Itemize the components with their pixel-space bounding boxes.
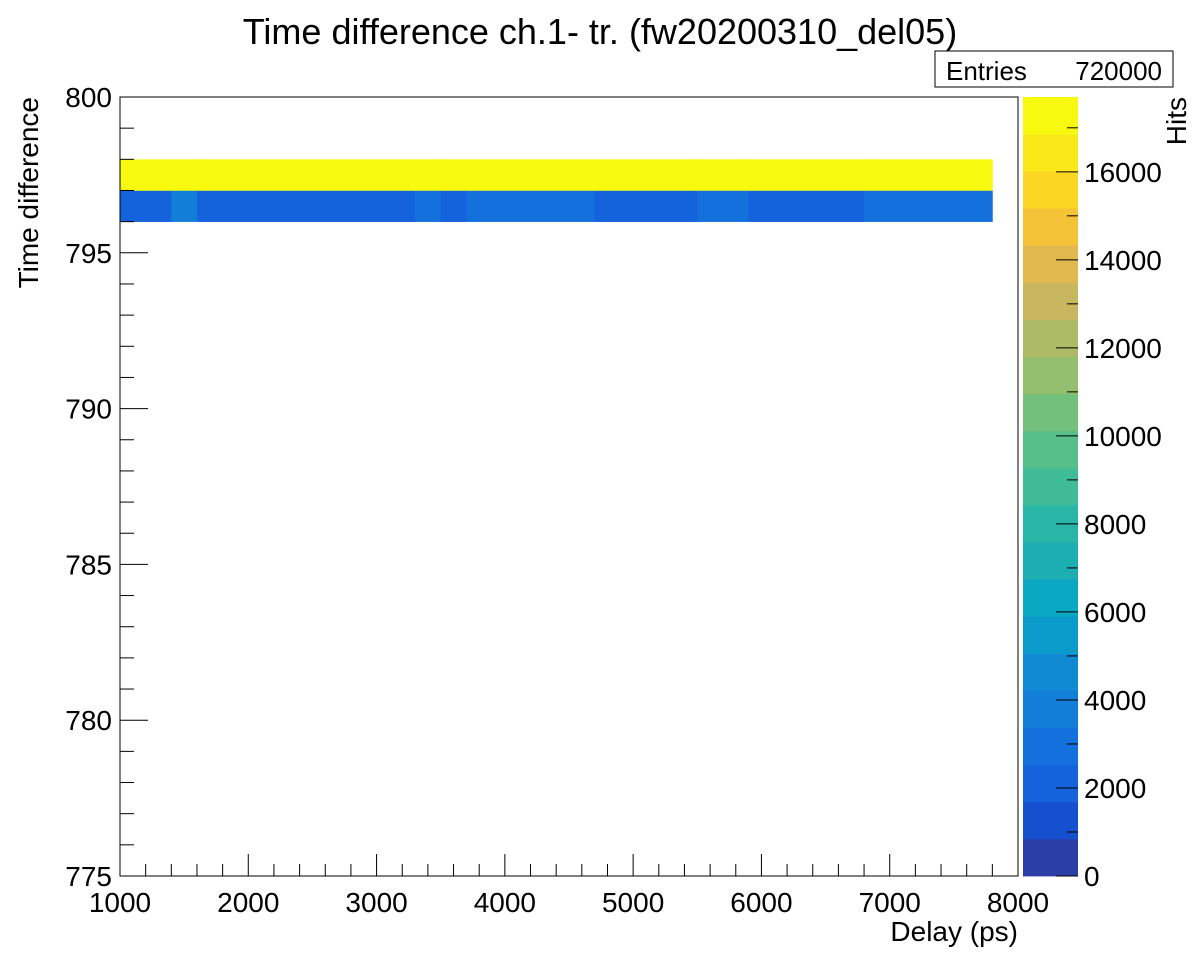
stats-entries-value: 720000 (1075, 56, 1162, 86)
heatmap-cell (748, 159, 865, 191)
palette-swatch (1023, 764, 1078, 803)
x-tick-label: 4000 (474, 887, 536, 918)
palette-swatch (1023, 542, 1078, 580)
palette-swatch (1023, 208, 1078, 246)
x-tick-label: 5000 (602, 887, 664, 918)
palette-swatch (1023, 282, 1078, 320)
palette-swatch (1023, 393, 1078, 432)
x-tick-label: 6000 (730, 887, 792, 918)
plot-frame (119, 96, 1019, 877)
palette-swatch (1023, 579, 1078, 617)
y-tick-label: 785 (65, 549, 112, 580)
palette-swatch (1023, 801, 1078, 840)
x-axis-label: Delay (ps) (890, 916, 1018, 947)
heatmap-cell (196, 159, 416, 191)
z-tick-label: 8000 (1084, 509, 1146, 540)
y-tick-label: 775 (65, 861, 112, 892)
heatmap-cell (697, 159, 749, 191)
z-tick-label: 0 (1084, 861, 1100, 892)
y-axis-label: Time difference (13, 97, 44, 288)
heatmap-cell (415, 190, 442, 222)
y-tick-label: 790 (65, 394, 112, 425)
y-tick-label: 780 (65, 705, 112, 736)
z-tick-label: 4000 (1084, 685, 1146, 716)
z-tick-label: 2000 (1084, 773, 1146, 804)
heatmap-cell (594, 159, 698, 191)
z-tick-label: 6000 (1084, 597, 1146, 628)
heatmap-cells (120, 159, 993, 222)
palette-swatch (1023, 245, 1078, 283)
z-axis: 0 2000 4000 6000 8000 10000 12000 14000 16000 (1056, 127, 1162, 892)
palette-swatch (1023, 690, 1078, 729)
palette-swatch (1023, 838, 1078, 877)
z-tick-label: 16000 (1084, 157, 1162, 188)
palette-swatch (1023, 134, 1078, 172)
palette-swatch (1023, 467, 1078, 506)
heatmap-cell (466, 190, 596, 222)
palette-swatch (1023, 727, 1078, 766)
heatmap-cell (120, 190, 172, 222)
x-tick-label: 3000 (345, 887, 407, 918)
x-tick-label: 8000 (987, 887, 1049, 918)
palette-swatch (1023, 319, 1078, 358)
heatmap-cell (120, 159, 172, 191)
x-tick-label: 7000 (859, 887, 921, 918)
color-palette (1023, 97, 1078, 877)
heatmap-cell (171, 190, 198, 222)
heatmap-cell (415, 159, 442, 191)
x-axis: 1000 2000 3000 4000 5000 6000 7000 8000 (89, 854, 1049, 918)
palette-swatch (1023, 356, 1078, 395)
heatmap-cell (697, 190, 749, 222)
z-tick-label: 10000 (1084, 421, 1162, 452)
heatmap-cell (171, 159, 198, 191)
palette-swatch (1023, 653, 1078, 691)
x-tick-label: 1000 (89, 887, 151, 918)
palette-swatch (1023, 430, 1078, 469)
heatmap-cell (440, 190, 467, 222)
stats-box (934, 50, 1174, 88)
palette-swatch (1023, 171, 1078, 209)
heatmap-cell (440, 159, 467, 191)
heatmap-cell (748, 190, 865, 222)
y-axis: 775 780 785 790 795 800 (65, 82, 148, 892)
palette-swatch (1023, 616, 1078, 654)
z-tick-label: 12000 (1084, 333, 1162, 364)
stats-entries-label: Entries (946, 56, 1027, 86)
heatmap-cell (864, 190, 993, 222)
heatmap-cell (466, 159, 596, 191)
chart-title: Time difference ch.1- tr. (fw20200310_de… (243, 11, 957, 52)
heatmap-cell (196, 190, 416, 222)
palette-swatch (1023, 97, 1078, 135)
y-tick-label: 795 (65, 238, 112, 269)
z-tick-label: 14000 (1084, 245, 1162, 276)
z-axis-label: Hits (1161, 97, 1192, 145)
heatmap-cell (594, 190, 698, 222)
x-tick-label: 2000 (217, 887, 279, 918)
heatmap-cell (864, 159, 993, 191)
y-tick-label: 800 (65, 82, 112, 113)
